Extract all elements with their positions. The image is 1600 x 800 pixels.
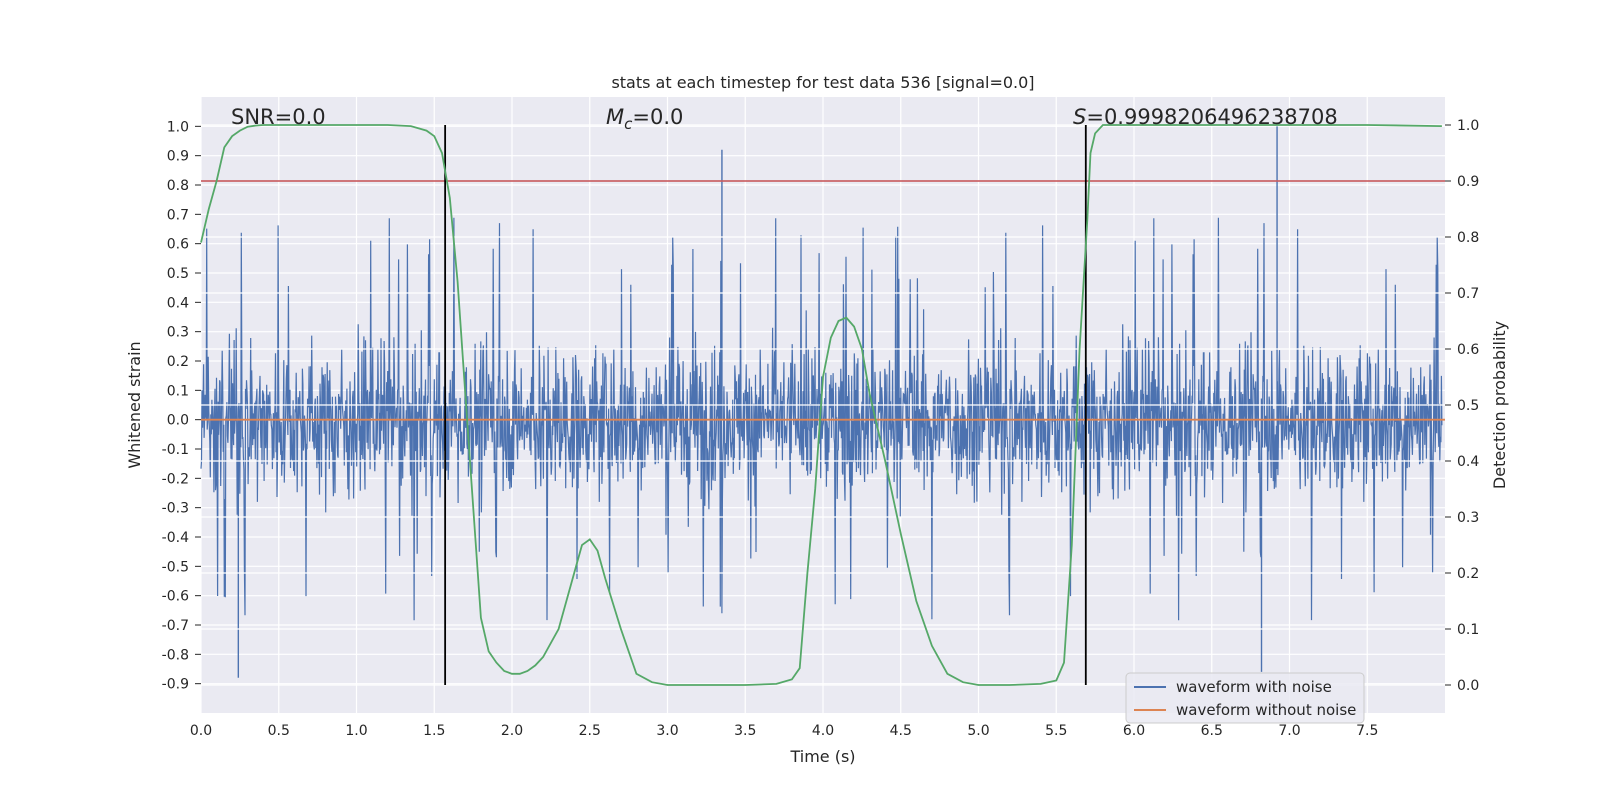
chirp-mass-symbol: M: [606, 105, 624, 129]
y-tick-label-left: -0.8: [162, 647, 189, 663]
y-tick-label-right: 0.1: [1457, 622, 1479, 638]
score-value: =0.9998206496238708: [1086, 105, 1337, 129]
chirp-mass-annotation: Mc=0.0: [606, 105, 683, 133]
y-tick-label-right: 0.7: [1457, 286, 1479, 302]
plot-area: [200, 97, 1445, 713]
y-tick-label-right: 1.0: [1457, 118, 1479, 134]
x-tick-label: 6.5: [1201, 723, 1223, 739]
legend-label-noise: waveform with noise: [1176, 678, 1332, 696]
chirp-mass-value: =0.0: [632, 105, 683, 129]
legend: waveform with noise waveform without noi…: [1125, 672, 1365, 724]
x-tick-label: 2.5: [579, 723, 601, 739]
y-tick-label-right: 0.8: [1457, 230, 1479, 246]
y-tick-label-right: 0.5: [1457, 398, 1479, 414]
chart-title: stats at each timestep for test data 536…: [611, 73, 1034, 92]
score-annotation: S=0.9998206496238708: [1073, 105, 1338, 129]
y-axis-label-left: Whitened strain: [125, 341, 144, 468]
y-tick-label-left: -0.6: [162, 589, 189, 605]
y-tick-label-left: 0.3: [167, 325, 189, 341]
x-tick-label: 6.0: [1123, 723, 1145, 739]
y-tick-label-left: -0.4: [162, 530, 189, 546]
y-tick-label-left: 0.8: [167, 178, 189, 194]
probability-line: [200, 124, 1442, 686]
x-tick-label: 0.5: [268, 723, 290, 739]
y-tick-label-right: 0.3: [1457, 510, 1479, 526]
x-tick-label: 1.0: [345, 723, 367, 739]
x-tick-label: 7.0: [1278, 723, 1300, 739]
y-tick-label-left: 0.0: [167, 413, 189, 429]
x-tick-label: 1.5: [423, 723, 445, 739]
y-tick-label-left: -0.5: [162, 559, 189, 575]
y-axis-label-right: Detection probability: [1490, 321, 1509, 489]
y-tick-label-left: -0.1: [162, 442, 189, 458]
legend-box: [1125, 672, 1365, 724]
snr-annotation: SNR=0.0: [231, 105, 326, 129]
y-tick-label-right: 0.2: [1457, 566, 1479, 582]
y-tick-label-left: 1.0: [167, 119, 189, 135]
chirp-mass-subscript: c: [624, 115, 633, 133]
y-tick-label-right: 0.0: [1457, 678, 1479, 694]
x-tick-label: 5.5: [1045, 723, 1067, 739]
y-tick-label-left: -0.7: [162, 618, 189, 634]
x-tick-label: 5.0: [967, 723, 989, 739]
x-tick-label: 4.5: [890, 723, 912, 739]
y-tick-label-right: 0.9: [1457, 174, 1479, 190]
x-tick-label: 7.5: [1356, 723, 1378, 739]
y-tick-label-left: 0.9: [167, 149, 189, 165]
y-tick-label-left: -0.3: [162, 501, 189, 517]
y-tick-label-left: -0.9: [162, 677, 189, 693]
x-tick-label: 2.0: [501, 723, 523, 739]
y-tick-label-right: 0.6: [1457, 342, 1479, 358]
x-tick-label: 4.0: [812, 723, 834, 739]
y-tick-label-left: 0.7: [167, 207, 189, 223]
y-tick-label-left: 0.4: [167, 295, 189, 311]
x-axis-label: Time (s): [789, 747, 855, 766]
y-tick-label-right: 0.4: [1457, 454, 1479, 470]
x-tick-label: 3.5: [734, 723, 756, 739]
x-tick-label: 3.0: [656, 723, 678, 739]
y-tick-label-left: -0.2: [162, 471, 189, 487]
noise-waveform-line: [200, 217, 1443, 621]
x-tick-label: 0.0: [190, 723, 212, 739]
score-symbol: S: [1073, 105, 1086, 129]
y-tick-label-left: 0.1: [167, 383, 189, 399]
legend-label-clean: waveform without noise: [1176, 701, 1356, 719]
y-tick-label-left: 0.6: [167, 237, 189, 253]
y-tick-label-left: 0.2: [167, 354, 189, 370]
y-tick-label-left: 0.5: [167, 266, 189, 282]
